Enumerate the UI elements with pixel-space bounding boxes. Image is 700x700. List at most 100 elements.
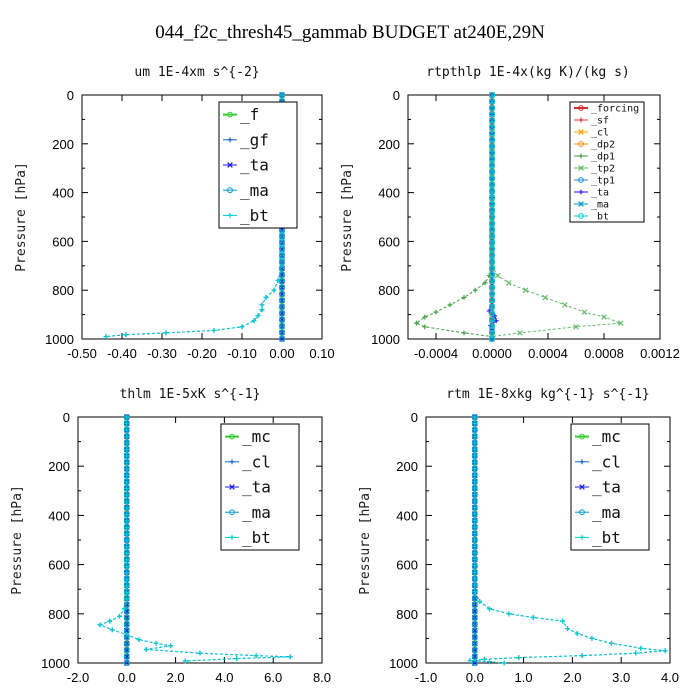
legend-label: _ma [240, 181, 269, 200]
legend-marker [579, 509, 585, 516]
data-point [472, 576, 478, 582]
legend-item: _dp2 [574, 140, 615, 151]
data-point [124, 596, 130, 602]
data-point [433, 309, 439, 315]
y-tick-label: 600 [378, 234, 400, 249]
data-point [472, 453, 478, 459]
data-point [489, 323, 495, 330]
data-point [471, 621, 478, 628]
data-point [489, 310, 495, 317]
y-tick-label: 0 [393, 88, 400, 103]
legend-marker [578, 213, 584, 219]
data-point [279, 278, 285, 285]
legend-label: _ta [242, 478, 271, 497]
data-point [123, 640, 130, 647]
x-tick-label: 6.0 [264, 670, 282, 685]
data-point [489, 239, 495, 246]
data-point [124, 492, 130, 498]
data-point [123, 621, 130, 628]
legend-marker [227, 187, 233, 194]
y-tick-label: 800 [48, 607, 70, 622]
legend-label: _bt [240, 206, 269, 225]
data-point [471, 614, 478, 621]
x-tick-label: 2.0 [563, 670, 581, 685]
legend-marker [229, 535, 235, 540]
data-point [461, 330, 467, 336]
data-point [279, 303, 285, 310]
legend-item: _mc [225, 427, 271, 446]
x-tick-label: -2.0 [67, 670, 89, 685]
data-point [124, 505, 130, 511]
data-point [472, 446, 478, 452]
data-point [489, 149, 495, 156]
data-point [467, 658, 473, 663]
data-point [472, 511, 478, 517]
data-point [279, 336, 285, 342]
data-point [121, 606, 127, 612]
data-point [279, 329, 285, 336]
chart-panel-4: rtm 1E-8xkg kg^{-1} s^{-1} 0 200 400 600 800 1… [358, 387, 679, 685]
legend-marker [227, 162, 233, 168]
data-point [124, 434, 130, 439]
legend-label: _mc [592, 427, 621, 446]
data-point [472, 518, 478, 523]
legend-marker [229, 509, 235, 516]
legend-item: _bt [225, 528, 271, 547]
series-line [469, 417, 666, 664]
legend-marker [578, 153, 584, 159]
data-point [489, 130, 495, 137]
y-tick-label: 1000 [389, 656, 418, 671]
data-point [279, 297, 285, 304]
data-point [471, 608, 478, 615]
data-point [103, 334, 109, 339]
series-bt [467, 414, 668, 666]
chart-panel-2: rtpthlp 1E-4x(kg K)/(kg s) 0 200 400 600 800 1… [340, 65, 680, 361]
data-point [251, 318, 257, 324]
data-point [472, 472, 478, 478]
legend-marker [229, 484, 235, 490]
legend-item: _forcing [574, 104, 639, 115]
x-tick-label: 0.0 [466, 670, 484, 685]
data-point [279, 284, 285, 291]
legend-marker [578, 165, 584, 171]
data-point [472, 479, 478, 485]
data-point [471, 627, 478, 634]
x-tick-label: 0.00 [269, 346, 294, 361]
x-tick-label: 0.0004 [528, 346, 568, 361]
data-point [472, 505, 478, 510]
data-point [211, 328, 217, 333]
data-point [472, 524, 478, 530]
x-tick-label: -1.0 [415, 670, 437, 685]
data-point [579, 653, 585, 659]
data-point [124, 499, 130, 504]
data-point [482, 280, 488, 286]
data-point [124, 453, 130, 459]
data-point [482, 656, 487, 662]
data-point [489, 124, 495, 131]
data-point [489, 303, 495, 310]
legend-label: _cl [591, 128, 609, 139]
data-point [617, 320, 624, 326]
data-point [255, 313, 261, 319]
legend-marker [578, 129, 584, 135]
data-point [124, 531, 130, 537]
x-tick-label: -0.50 [67, 346, 97, 361]
data-point [471, 601, 478, 608]
data-point [239, 324, 245, 330]
figure-title: 044_f2c_thresh45_gammab BUDGET at240E,29… [155, 22, 545, 43]
data-point [182, 658, 188, 664]
y-tick-label: 200 [48, 459, 70, 474]
data-point [422, 314, 428, 320]
data-point [601, 314, 607, 320]
legend-item: _tp1 [574, 176, 615, 187]
series-line [415, 95, 493, 338]
x-tick-label: 0.0012 [640, 346, 680, 361]
data-point [143, 647, 149, 652]
chart-title: thlm 1E-5xK s^{-1} [120, 387, 261, 402]
legend-label: _tp1 [591, 176, 615, 187]
data-point [472, 550, 478, 556]
series-bt [97, 414, 293, 664]
data-point [489, 162, 495, 169]
data-point [472, 414, 478, 420]
